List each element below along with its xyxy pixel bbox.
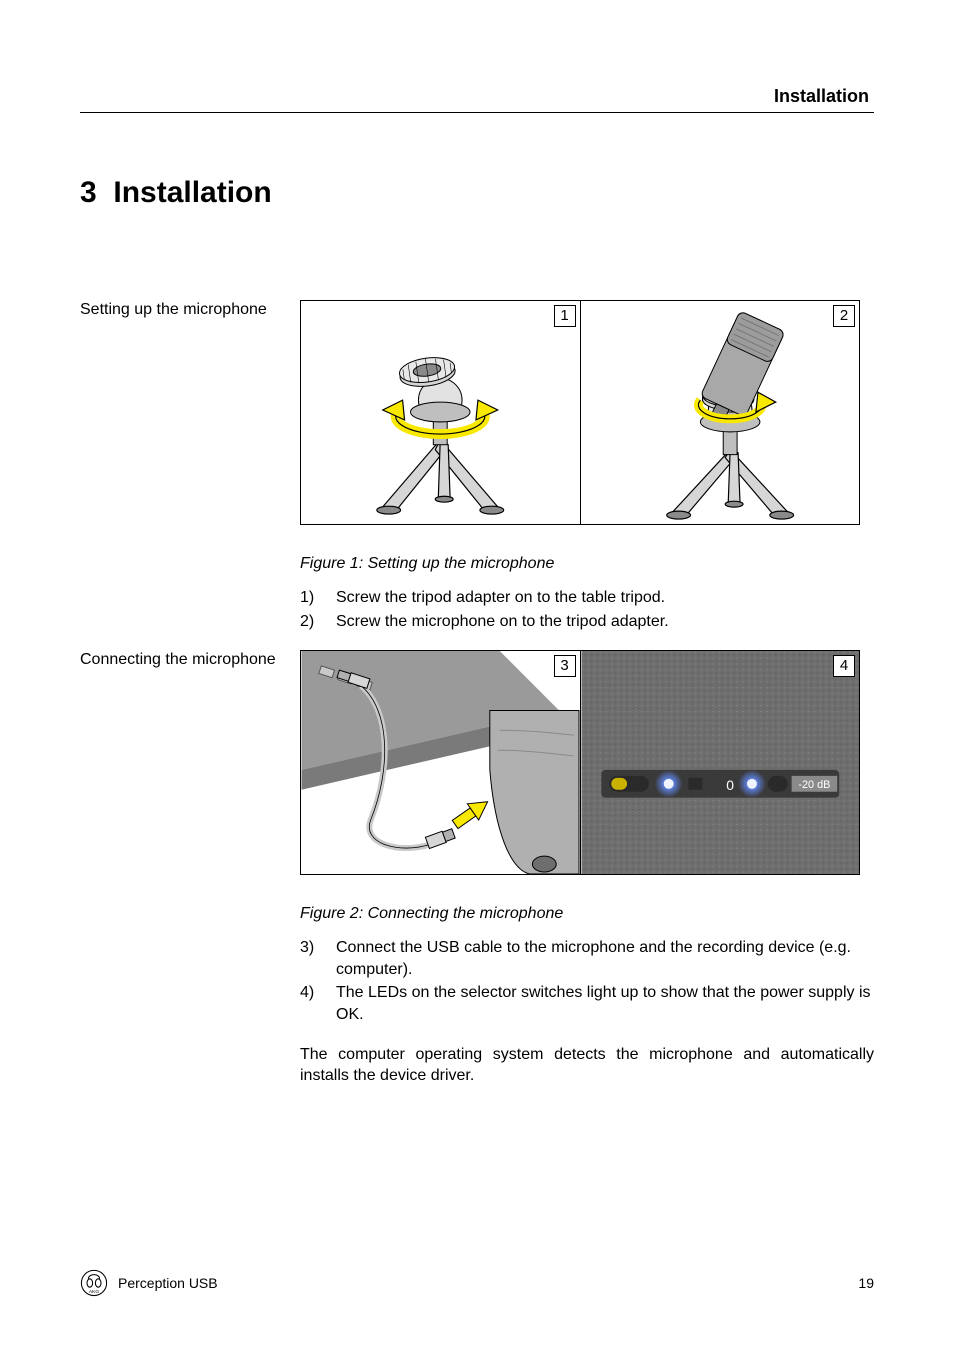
insert-arrow-icon — [449, 794, 493, 833]
brand-logo-icon: AKG — [80, 1269, 108, 1297]
chapter-number: 3 — [80, 176, 97, 209]
section-setup-body: 1 — [300, 300, 874, 634]
step-4: 4)The LEDs on the selector switches ligh… — [300, 982, 874, 1025]
figure-2-panel-4: 4 — [580, 651, 860, 874]
header-rule — [80, 112, 874, 113]
figure-1-panel-1: 1 — [301, 301, 580, 524]
step-num: 4) — [300, 982, 336, 1025]
side-label-connect: Connecting the microphone — [80, 650, 290, 1087]
panel-number-2: 2 — [833, 305, 855, 327]
section-connect: Connecting the microphone 3 — [80, 650, 874, 1087]
closing-paragraph: The computer operating system detects th… — [300, 1044, 874, 1087]
section-setup: Setting up the microphone 1 — [80, 300, 874, 634]
figure-1: 1 — [300, 300, 860, 525]
figure-1-panel-2: 2 — [580, 301, 860, 524]
figure-1-caption: Figure 1: Setting up the microphone — [300, 555, 874, 573]
step-text: Connect the USB cable to the microphone … — [336, 937, 874, 980]
section-connect-body: 3 — [300, 650, 874, 1087]
page-number: 19 — [858, 1275, 874, 1291]
side-label-setup: Setting up the microphone — [80, 300, 290, 634]
content-area: Setting up the microphone 1 — [80, 300, 874, 1087]
figure-2-panel-3-svg — [301, 651, 580, 874]
step-2: 2)Screw the microphone on to the tripod … — [300, 611, 874, 633]
step-text: Screw the tripod adapter on to the table… — [336, 587, 665, 609]
figure-2: 3 — [300, 650, 860, 875]
figure-1-panel-2-svg — [581, 301, 860, 524]
panel-number-3: 3 — [554, 655, 576, 677]
panel-number-4: 4 — [833, 655, 855, 677]
steps-2: 3)Connect the USB cable to the microphon… — [300, 937, 874, 1025]
panel-number-1: 1 — [554, 305, 576, 327]
figure-2-panel-4-svg: 0 -20 dB — [581, 651, 860, 874]
footer-product: Perception USB — [118, 1275, 218, 1291]
page-footer: AKG Perception USB 19 — [80, 1269, 874, 1297]
step-text: Screw the microphone on to the tripod ad… — [336, 611, 669, 633]
figure-2-caption: Figure 2: Connecting the microphone — [300, 905, 874, 923]
figure-2-panel-3: 3 — [301, 651, 580, 874]
step-3: 3)Connect the USB cable to the microphon… — [300, 937, 874, 980]
svg-text:AKG: AKG — [89, 1289, 100, 1295]
step-1: 1)Screw the tripod adapter on to the tab… — [300, 587, 874, 609]
figure-1-panel-1-svg — [301, 301, 580, 524]
steps-1: 1)Screw the tripod adapter on to the tab… — [300, 587, 874, 632]
step-num: 1) — [300, 587, 336, 609]
chapter-title: Installation — [113, 176, 271, 209]
step-text: The LEDs on the selector switches light … — [336, 982, 874, 1025]
label-zero: 0 — [726, 777, 734, 793]
label-pad: -20 dB — [798, 779, 830, 791]
step-num: 3) — [300, 937, 336, 980]
step-num: 2) — [300, 611, 336, 633]
running-head: Installation — [774, 86, 869, 107]
footer-left: AKG Perception USB — [80, 1269, 218, 1297]
page: Installation 3 Installation Setting up t… — [0, 0, 954, 1352]
chapter-heading: 3 Installation — [80, 176, 272, 210]
